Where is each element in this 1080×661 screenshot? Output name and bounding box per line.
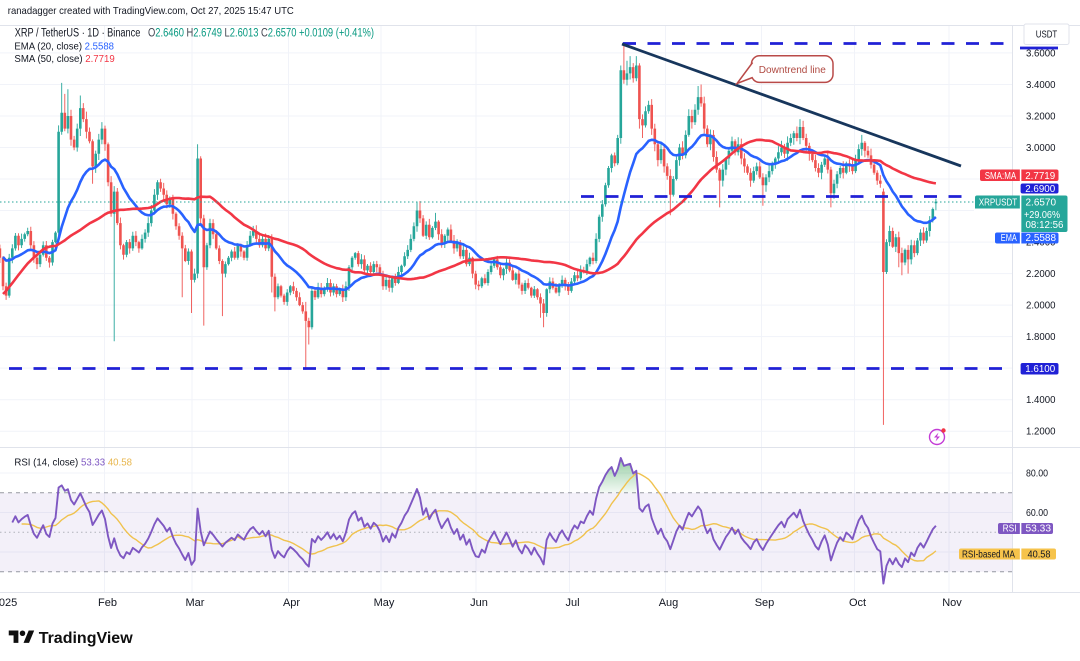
svg-text:+29.06%: +29.06% (1024, 210, 1060, 221)
svg-text:EMA (20, close) 2.5588: EMA (20, close) 2.5588 (14, 42, 114, 53)
svg-text:2025: 2025 (0, 597, 17, 609)
svg-text:TradingView: TradingView (39, 630, 134, 647)
svg-text:1.8000: 1.8000 (1026, 332, 1056, 343)
svg-text:USDT: USDT (1036, 30, 1058, 41)
svg-text:RSI (14, close) 53.33 40.58: RSI (14, close) 53.33 40.58 (14, 456, 132, 468)
svg-text:Aug: Aug (659, 597, 679, 609)
svg-text:RSI: RSI (1003, 524, 1017, 535)
svg-text:SMA:MA: SMA:MA (985, 171, 1017, 182)
svg-text:O2.6460 H2.6749 L2.6013 C2.657: O2.6460 H2.6749 L2.6013 C2.6570 +0.0109 … (148, 28, 374, 40)
svg-text:1.6100: 1.6100 (1025, 364, 1055, 375)
svg-text:2.6570: 2.6570 (1026, 198, 1057, 209)
svg-text:1.2000: 1.2000 (1026, 427, 1056, 438)
svg-text:Nov: Nov (942, 597, 962, 609)
svg-text:53.33: 53.33 (1026, 524, 1052, 535)
svg-text:2.7719: 2.7719 (1025, 171, 1055, 182)
svg-text:Jun: Jun (470, 597, 488, 609)
svg-text:May: May (374, 597, 395, 609)
svg-text:08:12:56: 08:12:56 (1026, 220, 1064, 231)
svg-text:XRP / TetherUS · 1D · Binance: XRP / TetherUS · 1D · Binance (15, 28, 141, 40)
svg-text:2.0000: 2.0000 (1026, 301, 1056, 312)
svg-text:1.4000: 1.4000 (1026, 395, 1056, 406)
svg-text:Jul: Jul (565, 597, 579, 609)
svg-text:Mar: Mar (186, 597, 205, 609)
svg-text:Feb: Feb (98, 597, 117, 609)
svg-text:Sep: Sep (755, 597, 775, 609)
svg-text:XRPUSDT: XRPUSDT (979, 198, 1018, 209)
svg-text:3.2000: 3.2000 (1026, 112, 1056, 123)
svg-text:ranadagger created with Tradin: ranadagger created with TradingView.com,… (8, 5, 294, 17)
svg-text:3.0000: 3.0000 (1026, 143, 1056, 154)
svg-text:3.6000: 3.6000 (1026, 48, 1056, 59)
svg-text:Apr: Apr (283, 597, 300, 609)
svg-text:2.2000: 2.2000 (1026, 269, 1056, 280)
svg-text:3.4000: 3.4000 (1026, 80, 1056, 91)
svg-text:2.6900: 2.6900 (1025, 184, 1055, 195)
svg-text:80.00: 80.00 (1026, 469, 1048, 480)
svg-text:Oct: Oct (849, 597, 866, 609)
svg-text:2.5588: 2.5588 (1026, 233, 1057, 244)
svg-text:EMA: EMA (1001, 233, 1017, 244)
svg-text:SMA (50, close) 2.7719: SMA (50, close) 2.7719 (14, 54, 115, 65)
svg-text:Downtrend line: Downtrend line (759, 64, 826, 76)
svg-text:40.58: 40.58 (1028, 549, 1051, 560)
svg-text:60.00: 60.00 (1026, 508, 1048, 519)
svg-text:RSI-based MA: RSI-based MA (962, 549, 1015, 560)
